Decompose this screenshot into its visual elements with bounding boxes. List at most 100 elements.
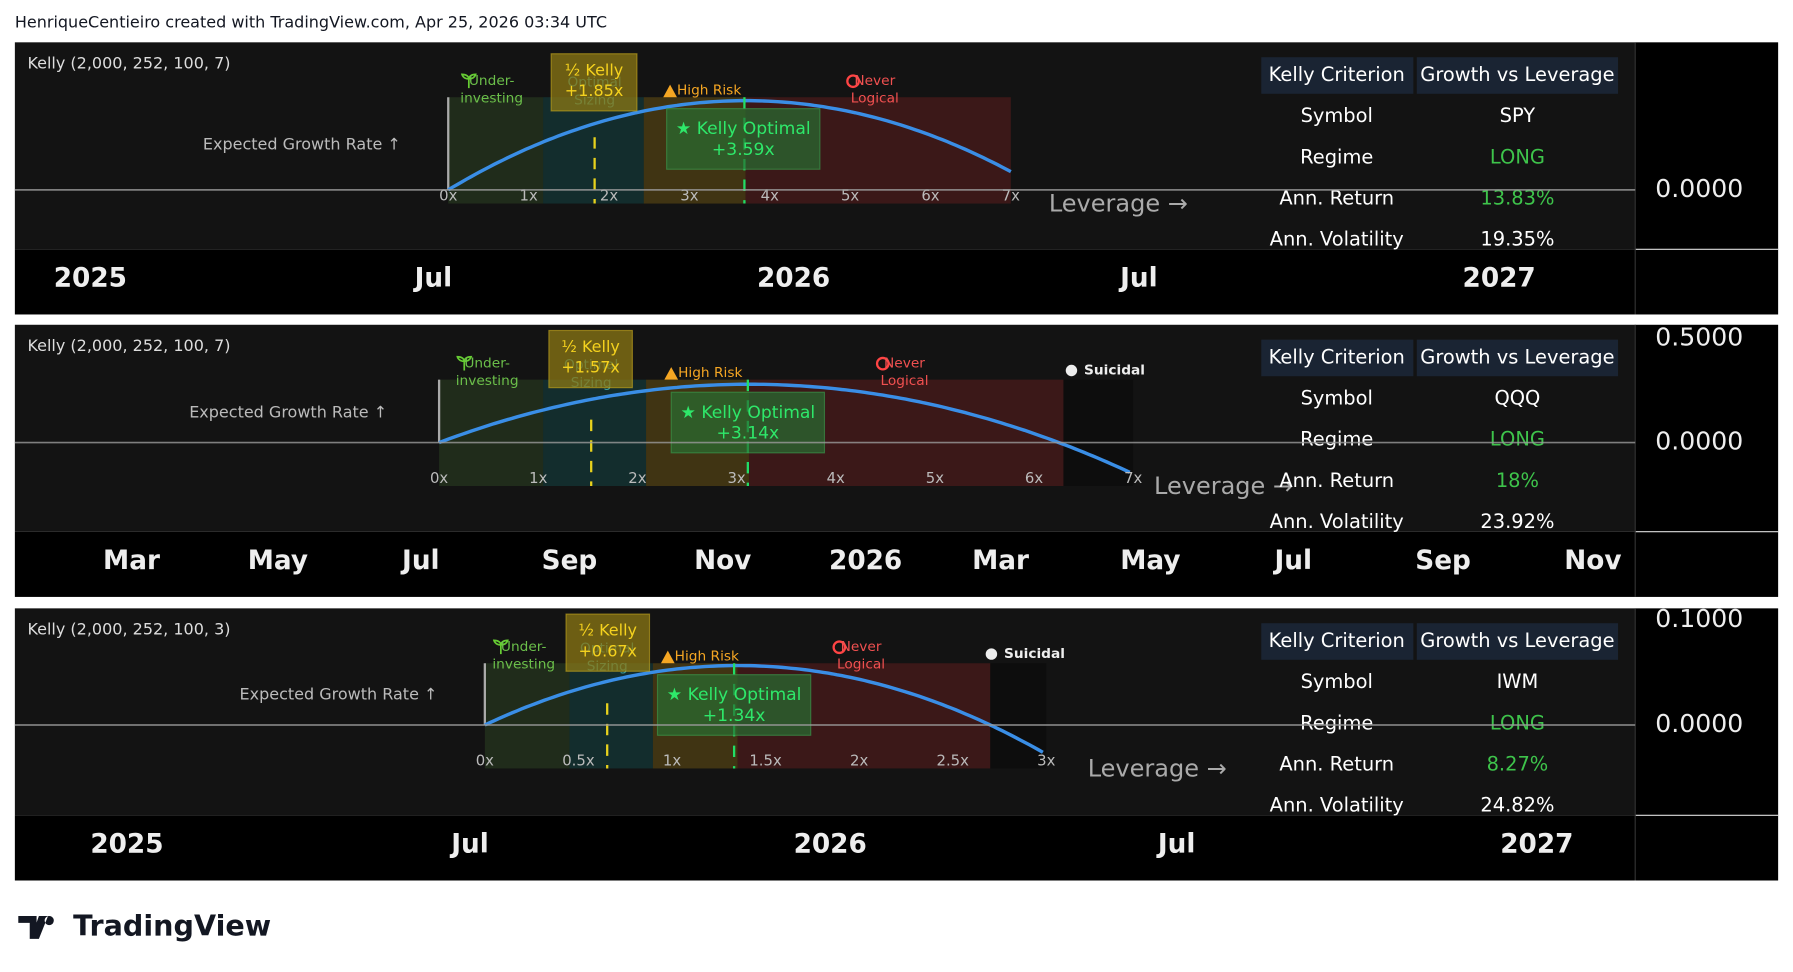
table-key: Regime — [1300, 428, 1373, 451]
time-label: 2027 — [1500, 830, 1573, 860]
time-label: Jul — [1156, 830, 1196, 860]
table-value: 8.27% — [1487, 753, 1549, 776]
zone-high-risk: High Risk — [678, 365, 742, 381]
table-value: LONG — [1490, 711, 1545, 734]
leverage-tick: 6x — [1025, 469, 1043, 487]
time-axis — [14, 249, 1779, 315]
table-value: IWM — [1497, 670, 1539, 693]
table-key: Symbol — [1301, 387, 1373, 410]
table-value: 19.35% — [1480, 228, 1554, 251]
zone-never-logical: Logical — [880, 373, 928, 389]
leverage-tick: 0.5x — [562, 752, 595, 770]
y-axis-label: Expected Growth Rate ↑ — [189, 402, 387, 421]
table-header-cell — [1261, 339, 1414, 377]
leverage-tick: 0x — [476, 752, 494, 770]
table-value: LONG — [1490, 145, 1545, 168]
indicator-label: Kelly (2,000, 252, 100, 7) — [27, 54, 230, 73]
half-kelly-value: +1.57x — [561, 358, 620, 377]
optimal-value: +3.59x — [712, 140, 775, 160]
leverage-tick: 4x — [761, 187, 779, 205]
table-key: Ann. Volatility — [1270, 794, 1404, 817]
optimal-value: +1.34x — [703, 706, 766, 726]
leverage-tick: 3x — [1037, 752, 1055, 770]
table-key: Ann. Volatility — [1270, 510, 1404, 533]
time-label: 2026 — [794, 830, 867, 860]
icon-sprout — [492, 639, 509, 655]
leverage-tick: 3x — [680, 187, 698, 205]
time-label: Jul — [1273, 546, 1313, 576]
x-axis-label: Leverage → — [1154, 472, 1293, 500]
table-header-cell — [1416, 57, 1619, 94]
zone-under-investing: investing — [460, 90, 523, 106]
table-key: Ann. Return — [1279, 469, 1394, 492]
table-value: QQQ — [1494, 387, 1540, 410]
leverage-tick: 0x — [430, 469, 448, 487]
zone-never-logical: Never — [884, 356, 925, 372]
zone-never-logical: Never — [841, 639, 882, 655]
table-header: Kelly Criterion — [1269, 63, 1405, 86]
icon-warning — [664, 367, 679, 380]
table-value: 23.92% — [1480, 510, 1554, 533]
leverage-tick: 1.5x — [749, 752, 782, 770]
icon-sprout — [456, 355, 473, 371]
half-kelly-box — [565, 613, 651, 672]
zone — [484, 663, 570, 769]
table-header: Kelly Criterion — [1269, 629, 1405, 652]
zone-under-investing: Under- — [464, 356, 510, 372]
time-label: Mar — [103, 546, 160, 576]
icon-skull — [985, 648, 998, 660]
zone-suicidal: Suicidal — [1004, 646, 1065, 662]
leverage-tick: 5x — [841, 187, 859, 205]
time-label: Mar — [972, 546, 1029, 576]
time-axis — [14, 815, 1779, 881]
leverage-tick: 2x — [850, 752, 868, 770]
price-label: 0.0000 — [1655, 427, 1743, 456]
table-key: Regime — [1300, 711, 1373, 734]
brand: TradingView — [73, 908, 271, 942]
time-label: 2026 — [757, 264, 830, 294]
table-header-cell — [1416, 339, 1619, 377]
indicator-label: Kelly (2,000, 252, 100, 7) — [27, 336, 230, 355]
time-label: May — [248, 546, 308, 576]
half-kelly-title: ½ Kelly — [579, 621, 638, 640]
zone-never-logical: Logical — [851, 90, 899, 106]
icon-never — [875, 356, 890, 371]
leverage-tick: 1x — [519, 187, 537, 205]
attribution: HenriqueCentieiro created with TradingVi… — [15, 12, 607, 31]
zone-high-risk: High Risk — [677, 82, 741, 98]
leverage-tick: 6x — [921, 187, 939, 205]
time-label: 2025 — [54, 264, 127, 294]
footer-logo: TradingView — [18, 908, 271, 942]
optimal-title: ★ Kelly Optimal — [667, 685, 802, 705]
table-value: 13.83% — [1480, 186, 1554, 209]
optimal-title: ★ Kelly Optimal — [681, 403, 816, 423]
optimal-value: +3.14x — [717, 423, 780, 443]
time-label: 2027 — [1463, 264, 1536, 294]
time-label: 2026 — [829, 546, 902, 576]
time-label: Jul — [449, 830, 489, 860]
table-header-cell — [1261, 57, 1414, 94]
table-header-cell — [1416, 623, 1619, 660]
leverage-tick: 1x — [663, 752, 681, 770]
table-key: Symbol — [1301, 670, 1373, 693]
leverage-tick: 7x — [1002, 187, 1020, 205]
price-label: 0.5000 — [1655, 322, 1743, 351]
price-axis — [1635, 42, 1779, 250]
y-axis-label: Expected Growth Rate ↑ — [203, 135, 401, 154]
table-key: Regime — [1300, 145, 1373, 168]
half-kelly-value: +0.67x — [579, 641, 638, 660]
table-value: LONG — [1490, 428, 1545, 451]
indicator-label: Kelly (2,000, 252, 100, 3) — [27, 620, 230, 639]
zone-suicidal: Suicidal — [1084, 363, 1145, 379]
price-axis — [1635, 324, 1779, 532]
zone-under-investing: investing — [456, 373, 519, 389]
zone-never-logical: Never — [854, 73, 895, 89]
table-header: Growth vs Leverage — [1420, 345, 1614, 368]
table-header: Kelly Criterion — [1269, 345, 1405, 368]
growth-curve — [484, 663, 1044, 754]
table-key: Ann. Return — [1279, 753, 1394, 776]
time-label: Jul — [400, 546, 440, 576]
zone — [439, 379, 544, 486]
time-label: Nov — [694, 546, 751, 576]
